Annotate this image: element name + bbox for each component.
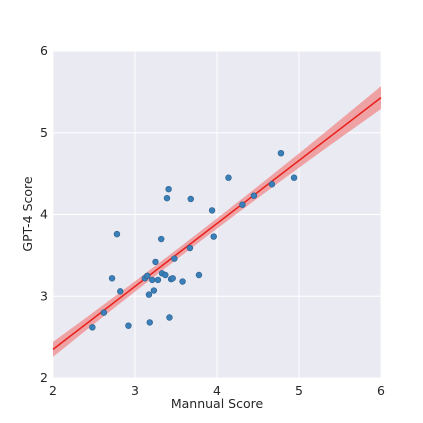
regression-line xyxy=(52,97,382,350)
y-tick-label: 6 xyxy=(40,43,48,58)
data-point xyxy=(152,258,159,266)
data-point xyxy=(210,233,217,240)
data-point xyxy=(195,271,203,279)
data-point xyxy=(89,324,96,331)
y-tick-label: 4 xyxy=(40,207,48,222)
data-point xyxy=(117,288,124,295)
data-point xyxy=(150,287,158,294)
data-points xyxy=(89,149,298,331)
y-tick-label: 2 xyxy=(40,370,48,385)
data-point xyxy=(239,201,246,208)
x-tick-labels: 2 3 4 5 6 xyxy=(49,383,385,398)
data-point xyxy=(169,275,176,282)
confidence-band xyxy=(53,86,381,357)
data-point xyxy=(171,255,178,262)
data-point xyxy=(179,278,186,285)
data-point xyxy=(108,275,116,282)
data-point xyxy=(125,322,132,329)
data-point xyxy=(163,194,171,202)
data-point xyxy=(290,174,298,181)
data-point xyxy=(208,207,216,214)
data-point xyxy=(165,185,172,193)
data-point xyxy=(154,276,162,284)
data-point xyxy=(186,244,194,252)
data-point xyxy=(100,309,108,316)
y-tick-label: 3 xyxy=(40,288,48,303)
data-point xyxy=(149,276,156,284)
data-point xyxy=(225,174,232,181)
x-tick-label: 4 xyxy=(213,383,221,398)
x-axis-label: Mannual Score xyxy=(171,396,264,411)
data-point xyxy=(187,195,194,203)
grid-lines xyxy=(52,50,382,379)
y-axis-label: GPT-4 Score xyxy=(20,176,35,251)
x-tick-label: 6 xyxy=(377,383,385,398)
x-tick-label: 2 xyxy=(49,383,57,398)
data-point xyxy=(166,314,173,321)
x-tick-label: 5 xyxy=(295,383,303,398)
x-tick-label: 3 xyxy=(131,383,139,398)
data-point xyxy=(268,181,276,188)
data-point xyxy=(113,230,121,238)
data-point xyxy=(146,319,153,326)
data-point xyxy=(250,192,258,199)
data-point xyxy=(277,149,285,157)
data-point xyxy=(158,235,165,243)
y-tick-labels: 2 3 4 5 6 xyxy=(40,43,48,385)
data-point xyxy=(145,291,153,298)
y-tick-label: 5 xyxy=(40,125,48,140)
data-point xyxy=(162,271,169,279)
data-point xyxy=(144,272,151,280)
